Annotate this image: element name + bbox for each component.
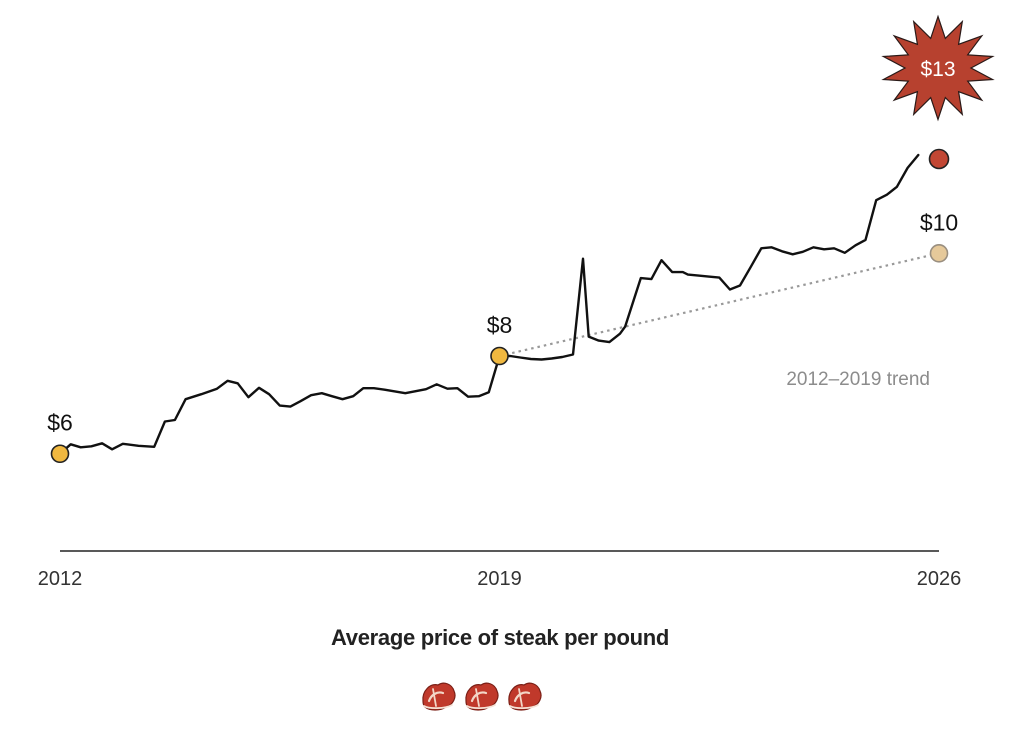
x-tick-labels: 2012 2019 2026 [38, 568, 962, 590]
steak-icon [465, 682, 499, 711]
steak-icon-row [422, 682, 542, 711]
starburst-badge [881, 14, 995, 122]
price-line [58, 153, 920, 455]
current-price-dot [928, 148, 950, 170]
x-tick-label-2019: 2019 [477, 568, 522, 590]
trend-label: 2012–2019 trend [786, 369, 930, 390]
marker-layer: $6 $8 $10 $13 [47, 14, 995, 464]
price-line-layer [58, 153, 920, 455]
price-label-2: $10 [920, 209, 958, 235]
steak-icon [422, 682, 456, 711]
steak-icon [508, 682, 542, 711]
current-price-marker: $13 [881, 14, 995, 170]
price-marker-0 [50, 444, 70, 464]
current-price-label: $13 [920, 58, 955, 81]
trend-line [499, 252, 940, 358]
price-label-1: $8 [487, 312, 513, 338]
x-tick-label-2026: 2026 [917, 568, 962, 590]
x-tick-label-2012: 2012 [38, 568, 83, 590]
chart-title: Average price of steak per pound [331, 625, 669, 650]
price-marker-1 [490, 346, 509, 366]
price-label-0: $6 [47, 410, 73, 436]
trend-layer: 2012–2019 trend [499, 252, 940, 390]
price-marker-2 [929, 243, 949, 263]
